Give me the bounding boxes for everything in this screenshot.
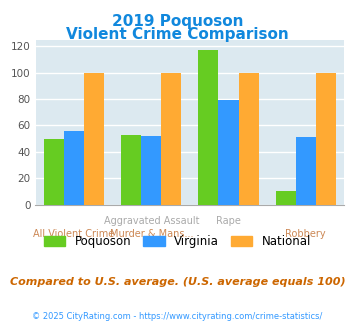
Bar [64, 131, 84, 205]
Legend: Poquoson, Virginia, National: Poquoson, Virginia, National [39, 230, 316, 253]
Bar [316, 73, 336, 205]
Text: 2019 Poquoson: 2019 Poquoson [112, 14, 243, 29]
Bar [84, 73, 104, 205]
Text: Murder & Mans...: Murder & Mans... [110, 229, 193, 239]
Bar [198, 50, 218, 205]
Text: Violent Crime Comparison: Violent Crime Comparison [66, 27, 289, 42]
Text: © 2025 CityRating.com - https://www.cityrating.com/crime-statistics/: © 2025 CityRating.com - https://www.city… [32, 312, 323, 321]
Bar [141, 136, 162, 205]
Text: All Violent Crime: All Violent Crime [33, 229, 115, 239]
Bar [121, 135, 141, 205]
Text: Robbery: Robbery [285, 229, 326, 239]
Bar [218, 100, 239, 205]
Bar [296, 137, 316, 205]
Text: Rape: Rape [216, 216, 241, 226]
Bar [275, 191, 296, 205]
Bar [162, 73, 181, 205]
Bar [239, 73, 259, 205]
Text: Aggravated Assault: Aggravated Assault [104, 216, 199, 226]
Text: Compared to U.S. average. (U.S. average equals 100): Compared to U.S. average. (U.S. average … [10, 277, 345, 287]
Bar [44, 139, 64, 205]
